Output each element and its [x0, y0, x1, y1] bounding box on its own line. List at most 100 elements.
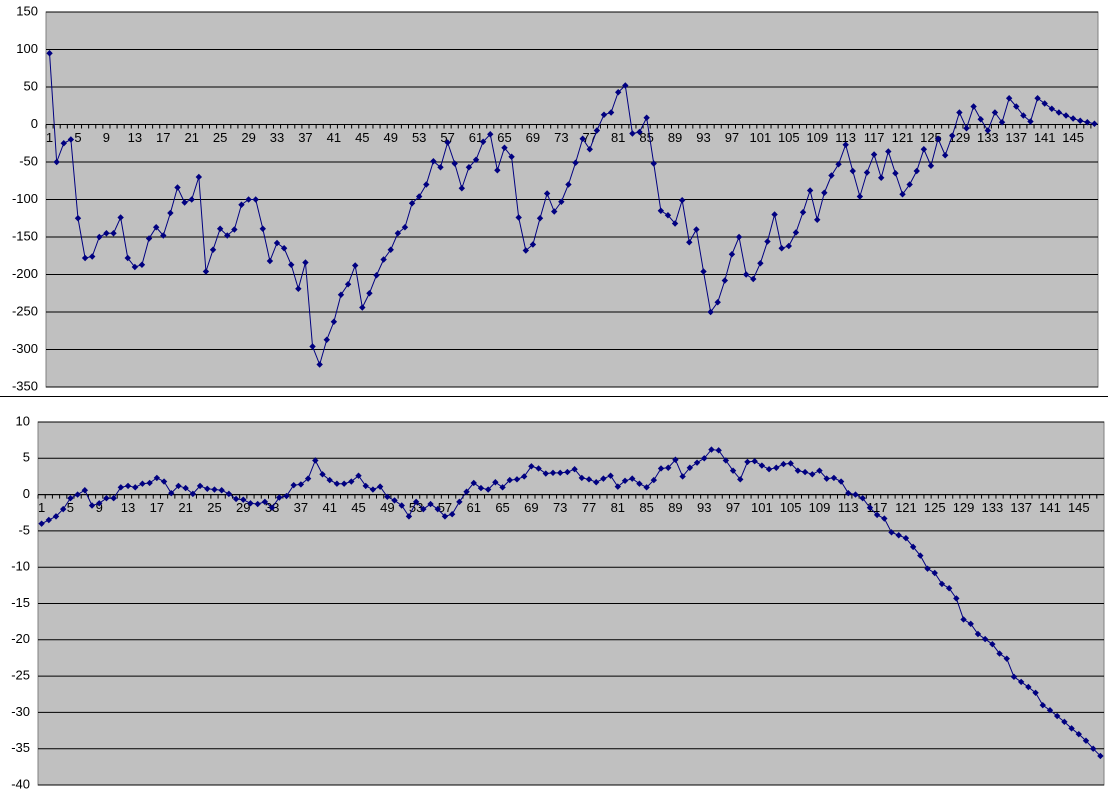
x-tick-label: 9 — [103, 130, 110, 145]
point-marker — [686, 239, 693, 246]
point-marker — [348, 478, 355, 485]
x-tick-label: 17 — [150, 500, 164, 515]
point-marker — [373, 272, 380, 279]
point-marker — [309, 343, 316, 350]
point-marker — [506, 476, 513, 484]
point-marker — [528, 463, 535, 470]
y-tick-label: -100 — [12, 191, 38, 206]
point-marker — [870, 151, 878, 158]
point-marker — [479, 138, 487, 145]
point-marker — [323, 336, 330, 343]
point-marker — [463, 488, 470, 495]
point-marker — [259, 225, 266, 232]
point-marker — [312, 457, 319, 464]
point-marker — [1062, 112, 1070, 119]
point-marker — [945, 585, 953, 592]
point-marker — [1027, 118, 1034, 125]
y-tick-label: -40 — [11, 776, 30, 791]
point-marker — [492, 479, 499, 486]
point-marker — [941, 152, 949, 159]
point-marker — [1082, 737, 1090, 744]
point-marker — [888, 529, 895, 536]
point-marker — [1061, 718, 1068, 726]
point-marker — [845, 489, 852, 497]
x-tick-label: 65 — [495, 500, 509, 515]
point-marker — [448, 511, 456, 518]
point-marker — [665, 464, 672, 471]
point-marker — [376, 483, 384, 490]
point-marker — [744, 458, 751, 466]
point-marker — [664, 212, 672, 219]
point-marker — [182, 484, 189, 492]
point-marker — [174, 184, 181, 191]
point-marker — [949, 132, 956, 139]
point-marker — [391, 497, 398, 504]
x-tick-label: 145 — [1062, 130, 1084, 145]
point-marker — [465, 164, 473, 171]
point-marker — [398, 502, 405, 509]
point-marker — [765, 465, 773, 473]
point-marker — [906, 181, 913, 188]
point-marker — [297, 481, 305, 488]
point-marker — [451, 160, 458, 167]
y-tick-label: -350 — [12, 378, 38, 393]
point-marker — [758, 462, 766, 469]
point-marker — [124, 254, 131, 262]
x-tick-label: 29 — [236, 500, 250, 515]
point-marker — [881, 515, 888, 522]
point-marker — [572, 159, 579, 166]
point-marker — [751, 458, 758, 465]
point-marker — [981, 635, 989, 643]
point-marker — [773, 464, 780, 471]
point-marker — [387, 246, 394, 253]
point-marker — [117, 484, 125, 491]
point-marker — [146, 479, 153, 487]
x-tick-label: 105 — [780, 500, 802, 515]
point-marker — [484, 486, 492, 493]
point-marker — [650, 476, 658, 484]
point-marker — [960, 616, 967, 623]
point-marker — [1013, 103, 1020, 110]
point-marker — [394, 230, 402, 237]
point-marker — [542, 470, 549, 477]
point-marker — [799, 209, 807, 216]
point-marker — [196, 482, 204, 490]
y-tick-label: -10 — [11, 559, 30, 574]
point-marker — [1020, 112, 1027, 119]
point-marker — [967, 620, 974, 628]
point-marker — [152, 224, 160, 231]
point-marker — [319, 471, 326, 478]
point-marker — [513, 476, 521, 483]
x-tick-label: 81 — [611, 130, 625, 145]
point-marker — [261, 498, 269, 506]
point-marker — [693, 226, 700, 233]
x-tick-label: 137 — [1010, 500, 1032, 515]
point-marker — [852, 491, 859, 498]
point-marker — [88, 502, 96, 509]
point-marker — [714, 299, 721, 306]
point-marker — [1025, 683, 1032, 691]
point-marker — [333, 480, 341, 487]
point-marker — [401, 224, 409, 231]
point-marker — [600, 111, 608, 118]
point-marker — [89, 253, 96, 260]
x-tick-label: 49 — [380, 500, 394, 515]
point-marker — [1075, 730, 1082, 738]
point-marker — [938, 580, 946, 588]
point-marker — [1091, 120, 1098, 127]
point-marker — [715, 447, 722, 454]
y-tick-label: -35 — [11, 740, 30, 755]
point-marker — [132, 484, 139, 491]
point-marker — [970, 103, 977, 110]
point-marker — [355, 472, 362, 479]
point-marker — [828, 172, 835, 179]
x-tick-label: 21 — [178, 500, 192, 515]
point-marker — [470, 479, 477, 487]
x-tick-label: 61 — [469, 130, 483, 145]
x-tick-label: 9 — [96, 500, 103, 515]
point-marker — [1039, 701, 1046, 709]
point-marker — [369, 486, 377, 493]
point-marker — [700, 268, 707, 275]
point-marker — [842, 141, 849, 148]
point-marker — [247, 500, 254, 507]
